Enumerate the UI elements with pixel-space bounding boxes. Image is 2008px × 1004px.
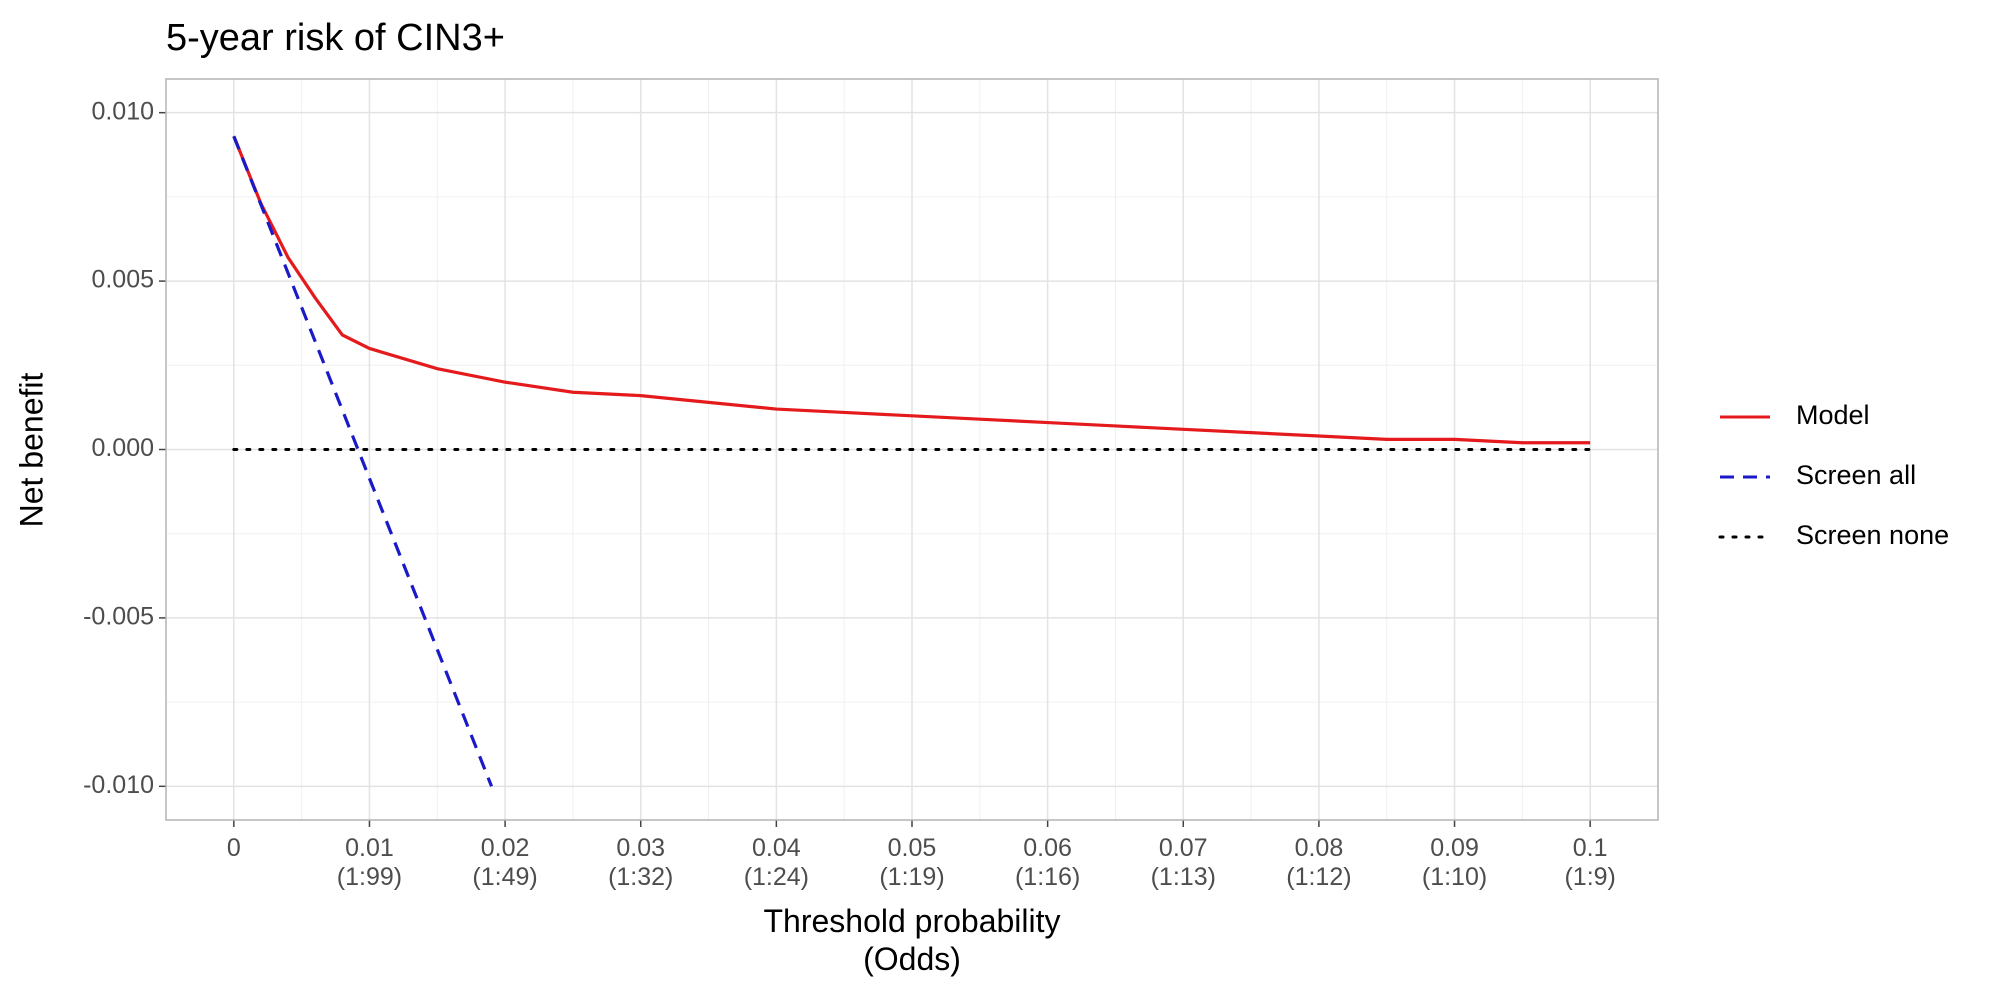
chart-title: 5-year risk of CIN3+ — [166, 17, 505, 59]
x-tick-label: 0.06 (1:16) — [1014, 834, 1081, 891]
x-tick-label: 0.07 (1:13) — [1150, 834, 1216, 891]
y-tick-label: -0.010 — [83, 771, 154, 799]
x-tick-label: 0.02 (1:49) — [472, 834, 538, 891]
panel-border — [165, 78, 1659, 821]
legend-label: Screen all — [1796, 460, 1916, 490]
y-tick-label: 0.010 — [91, 97, 154, 125]
x-tick-label: 0.1 (1:9) — [1564, 834, 1616, 891]
x-tick-label: 0 — [226, 834, 241, 862]
x-tick-label: 0.01 (1:99) — [336, 834, 403, 891]
series-line — [232, 135, 494, 787]
x-tick-label: 0.09 (1:10) — [1421, 834, 1488, 891]
legend-label: Screen none — [1796, 520, 1949, 550]
y-tick-label: 0.005 — [91, 266, 154, 294]
x-tick-label: 0.04 (1:24) — [743, 834, 810, 891]
series-line — [232, 135, 1591, 445]
x-axis-title: Threshold probability (Odds) — [763, 903, 1061, 977]
y-tick-label: -0.005 — [83, 603, 154, 631]
x-tick-label: 0.08 (1:12) — [1286, 834, 1352, 891]
legend-label: Model — [1796, 400, 1870, 430]
y-tick-label: 0.000 — [91, 434, 154, 462]
x-tick-label: 0.03 (1:32) — [608, 834, 674, 891]
y-axis-title: Net benefit — [13, 373, 49, 528]
x-tick-label: 0.05 (1:19) — [879, 834, 945, 891]
